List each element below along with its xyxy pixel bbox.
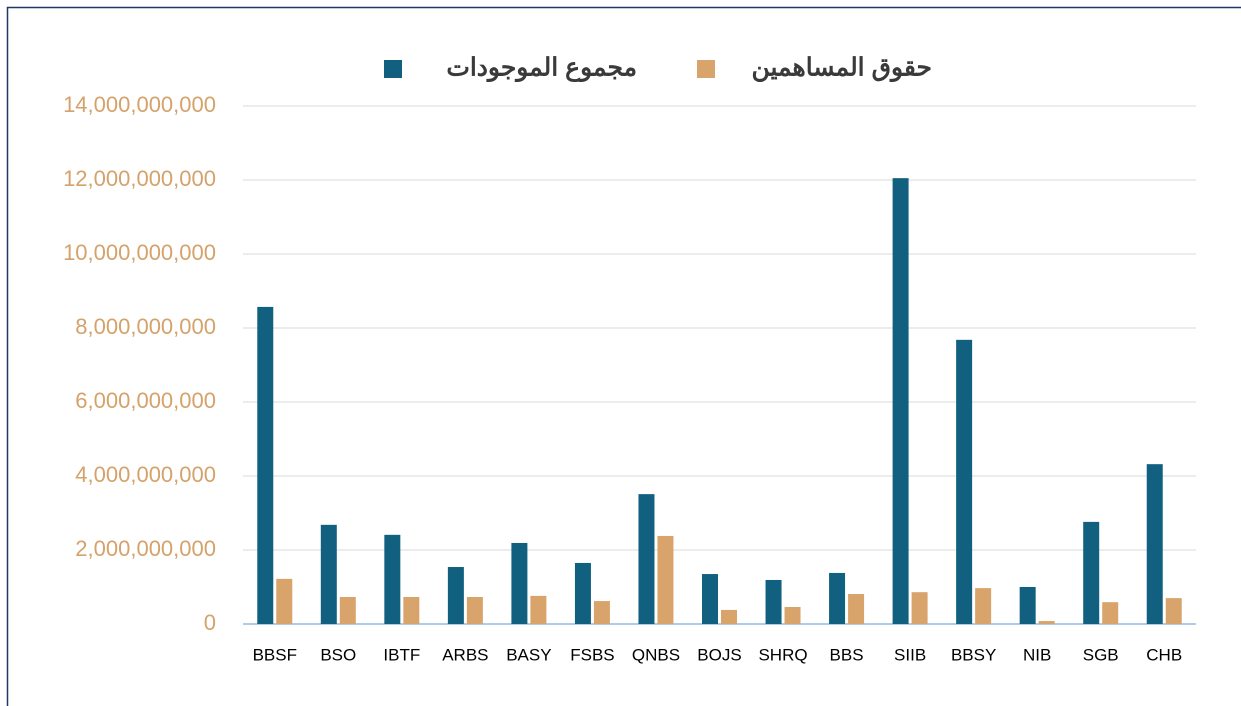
x-tick-label: IBTF xyxy=(383,645,420,664)
bar xyxy=(911,592,928,624)
x-tick-label: SHRQ xyxy=(758,645,807,664)
x-tick-label: BOJS xyxy=(697,645,741,664)
bar xyxy=(276,578,293,624)
x-tick-label: SIIB xyxy=(894,645,926,664)
bar xyxy=(638,494,655,624)
legend-label: حقوق المساهمين xyxy=(751,54,932,83)
chart-border xyxy=(6,6,1241,706)
bar xyxy=(320,524,337,624)
y-tick-label: 12,000,000,000 xyxy=(63,166,216,191)
bar xyxy=(1083,521,1100,624)
bar xyxy=(511,542,528,624)
legend-label: مجموع الموجودات xyxy=(446,54,637,83)
bar xyxy=(1146,464,1163,624)
bar xyxy=(466,596,483,624)
x-tick-label: BSO xyxy=(320,645,356,664)
x-tick-label: QNBS xyxy=(632,645,680,664)
y-tick-label: 14,000,000,000 xyxy=(63,92,216,117)
y-tick-label: 6,000,000,000 xyxy=(75,388,216,413)
bar xyxy=(784,606,801,624)
x-tick-label: BBSF xyxy=(253,645,297,664)
x-tick-label: NIB xyxy=(1023,645,1051,664)
x-tick-label: ARBS xyxy=(442,645,488,664)
x-tick-label: BBSY xyxy=(951,645,996,664)
bar xyxy=(384,534,401,624)
bar xyxy=(574,562,591,624)
bar xyxy=(1165,598,1182,624)
bar xyxy=(956,339,973,624)
x-tick-label: BASY xyxy=(506,645,551,664)
y-tick-label: 2,000,000,000 xyxy=(75,536,216,561)
bar xyxy=(975,588,992,624)
y-tick-label: 10,000,000,000 xyxy=(63,240,216,265)
bar xyxy=(657,535,674,624)
bar xyxy=(765,579,782,624)
x-tick-label: CHB xyxy=(1146,645,1182,664)
legend-swatch xyxy=(697,60,715,78)
bar xyxy=(1102,602,1119,624)
bar xyxy=(721,609,737,624)
x-tick-label: SGB xyxy=(1083,645,1119,664)
bar xyxy=(829,572,846,624)
x-tick-label: BBS xyxy=(830,645,864,664)
legend-swatch xyxy=(384,60,402,78)
y-tick-label: 8,000,000,000 xyxy=(75,314,216,339)
y-tick-label: 0 xyxy=(204,610,216,635)
bar xyxy=(702,574,718,624)
bar xyxy=(339,596,356,624)
x-tick-label: FSBS xyxy=(570,645,614,664)
bar xyxy=(403,596,420,624)
bar xyxy=(1019,587,1036,624)
bar xyxy=(848,594,865,624)
bar xyxy=(447,567,464,624)
bar xyxy=(1038,621,1055,624)
bar xyxy=(593,601,610,624)
bar xyxy=(530,595,547,624)
y-tick-label: 4,000,000,000 xyxy=(75,462,216,487)
bar xyxy=(892,178,909,624)
bar xyxy=(257,306,274,624)
